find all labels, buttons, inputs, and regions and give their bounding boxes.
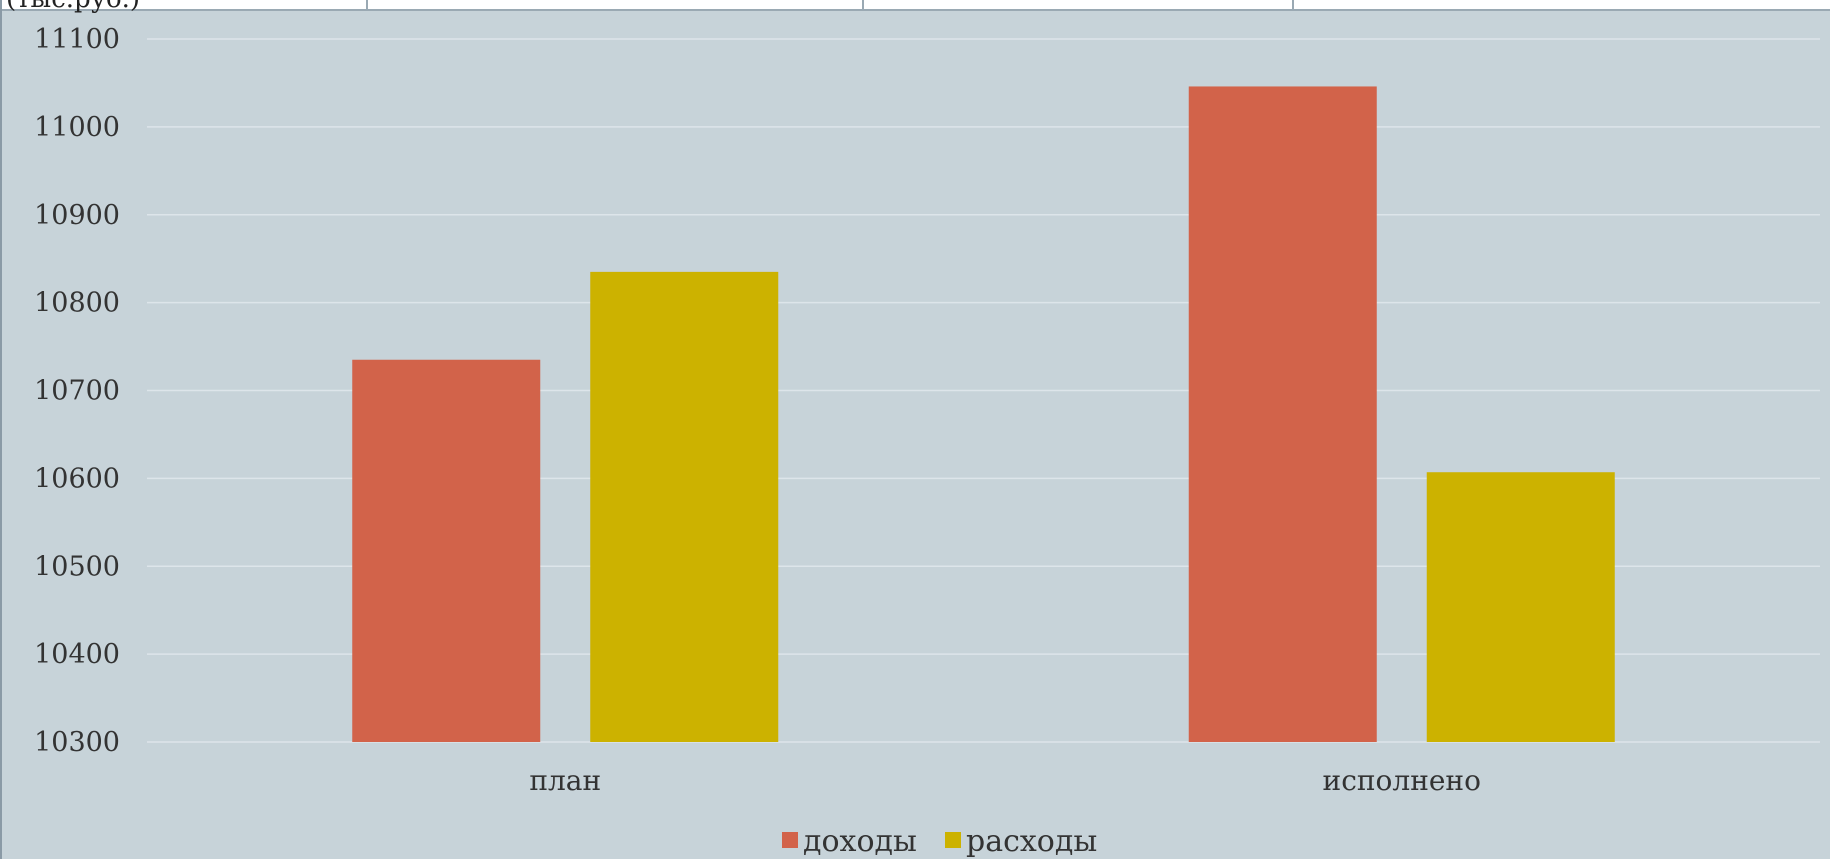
y-tick-label: 10900 xyxy=(34,200,120,231)
y-tick-label: 10600 xyxy=(34,463,120,494)
table-column-divider xyxy=(366,0,368,11)
legend-swatch xyxy=(782,832,798,848)
bar-income xyxy=(1188,86,1377,742)
y-tick-label: 11000 xyxy=(34,112,120,143)
bars xyxy=(352,86,1615,742)
table-header-strip: (тыс.руб.) xyxy=(2,0,1830,12)
y-tick-label: 11100 xyxy=(34,24,120,55)
y-tick-label: 10300 xyxy=(34,727,120,758)
table-column-divider xyxy=(1292,0,1294,11)
x-category-label: исполнено xyxy=(1323,764,1481,797)
bar-expense xyxy=(590,271,779,742)
y-tick-label: 10800 xyxy=(34,288,120,319)
legend-label: расходы xyxy=(966,824,1097,859)
table-column-divider xyxy=(862,0,864,11)
bar-expense xyxy=(1426,472,1615,742)
y-tick-label: 10700 xyxy=(34,376,120,407)
y-axis-ticks: 10300 10400 10500 10600 10700 10800 10900 11000… xyxy=(34,24,120,758)
legend-swatch xyxy=(945,832,961,848)
legend-label: доходы xyxy=(803,824,917,859)
unit-caption: (тыс.руб.) xyxy=(6,0,140,12)
bar-income xyxy=(352,359,541,742)
y-tick-label: 10400 xyxy=(34,639,120,670)
legend: доходы расходы xyxy=(782,824,1097,859)
x-axis-categories: план исполнено xyxy=(529,764,1481,797)
y-tick-label: 10500 xyxy=(34,551,120,582)
x-category-label: план xyxy=(529,764,601,797)
